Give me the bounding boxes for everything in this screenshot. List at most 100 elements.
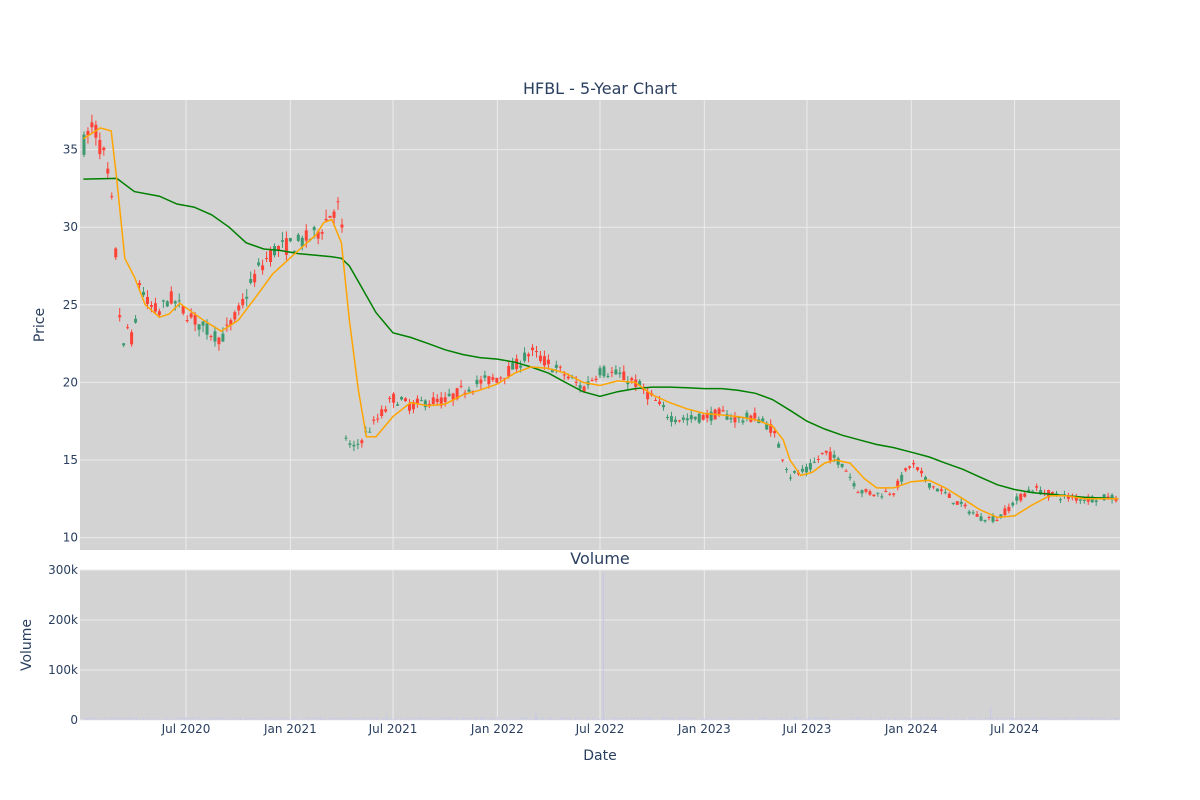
volume-bar — [467, 717, 469, 720]
volume-bar — [132, 717, 134, 720]
volume-bar — [117, 718, 119, 720]
volume-bar — [854, 719, 856, 720]
volume-bar — [845, 717, 847, 720]
volume-bar — [1073, 719, 1075, 720]
volume-bar — [799, 717, 801, 720]
candle-up — [900, 474, 904, 482]
candle-down — [721, 410, 725, 412]
volume-bar — [1027, 717, 1029, 720]
volume-bar — [248, 718, 250, 720]
volume-bar — [682, 717, 684, 720]
volume-bar — [942, 717, 944, 720]
volume-bar — [462, 717, 464, 720]
volume-bar — [319, 717, 321, 720]
candle-down — [1074, 497, 1078, 501]
volume-bar — [581, 718, 583, 720]
volume-bar — [510, 718, 512, 720]
candle-down — [892, 493, 896, 495]
volume-bar — [796, 717, 798, 720]
volume-bar — [677, 719, 679, 720]
candle-up — [1011, 502, 1015, 506]
candle-up — [808, 463, 812, 470]
candle-down — [1003, 508, 1007, 516]
volume-bar — [1051, 718, 1053, 720]
volume-bar — [728, 717, 730, 720]
volume-bar — [651, 718, 653, 720]
volume-bar — [479, 717, 481, 720]
volume-bar — [947, 717, 949, 720]
candle-up — [312, 227, 316, 231]
volume-bar — [954, 718, 956, 720]
candle-up — [1082, 499, 1086, 501]
volume-bar — [553, 719, 555, 720]
volume-bar — [937, 717, 939, 720]
candle-down — [630, 378, 634, 381]
candle-up — [935, 488, 939, 492]
volume-bar — [408, 718, 410, 720]
candle-down — [916, 467, 920, 470]
volume-bar — [631, 717, 633, 720]
volume-bar — [706, 717, 708, 720]
volume-bar — [143, 717, 145, 720]
volume-bar — [168, 717, 170, 720]
candle-down — [241, 298, 245, 306]
volume-bar — [146, 717, 148, 720]
volume-bar — [137, 719, 139, 720]
volume-bar — [821, 717, 823, 720]
candle-up — [785, 469, 789, 471]
volume-bar — [913, 717, 915, 720]
volume-bar — [888, 717, 890, 720]
volume-bar — [980, 718, 982, 720]
candle-down — [769, 424, 773, 433]
volume-bar — [1025, 717, 1027, 720]
volume-bar — [910, 718, 912, 720]
volume-bar — [1082, 717, 1084, 720]
volume-bar — [957, 718, 959, 720]
volume-bar — [862, 719, 864, 720]
candle-down — [185, 320, 189, 322]
volume-bar — [784, 719, 786, 720]
volume-bar — [501, 719, 503, 720]
volume-bar — [665, 717, 667, 720]
volume-bar — [411, 719, 413, 720]
volume-bar — [604, 718, 606, 720]
candle-up — [550, 369, 554, 373]
volume-bar — [993, 719, 995, 720]
volume-bar — [151, 718, 153, 720]
candle-down — [558, 366, 562, 368]
volume-bar — [1104, 719, 1106, 720]
candle-down — [1114, 499, 1118, 501]
volume-bar — [323, 718, 325, 720]
volume-bar — [403, 718, 405, 720]
volume-bar — [190, 718, 192, 720]
volume-bar — [267, 719, 269, 720]
volume-bar — [711, 717, 713, 720]
candle-down — [931, 486, 935, 488]
volume-bar — [369, 717, 371, 720]
volume-bar — [216, 717, 218, 720]
volume-bar — [114, 717, 116, 720]
volume-bar — [860, 718, 862, 720]
candle-down — [896, 480, 900, 488]
candle-up — [197, 324, 201, 330]
candle-up — [419, 400, 423, 402]
volume-bar — [593, 718, 595, 720]
volume-bar — [570, 717, 572, 720]
price-tick-label: 20 — [63, 375, 78, 389]
candle-up — [689, 415, 693, 420]
volume-bar — [440, 717, 442, 720]
volume-bar — [529, 719, 531, 720]
candle-down — [435, 398, 439, 403]
volume-bar — [920, 717, 922, 720]
candle-up — [800, 468, 804, 472]
candle-down — [324, 218, 328, 221]
candle-down — [149, 305, 153, 307]
candle-up — [745, 412, 749, 419]
candle-up — [943, 492, 947, 494]
volume-bar — [88, 717, 90, 720]
candle-up — [122, 343, 126, 346]
volume-bar — [233, 718, 235, 720]
volume-bar — [541, 718, 543, 720]
volume-bar — [197, 719, 199, 720]
volume-bar — [483, 717, 485, 720]
